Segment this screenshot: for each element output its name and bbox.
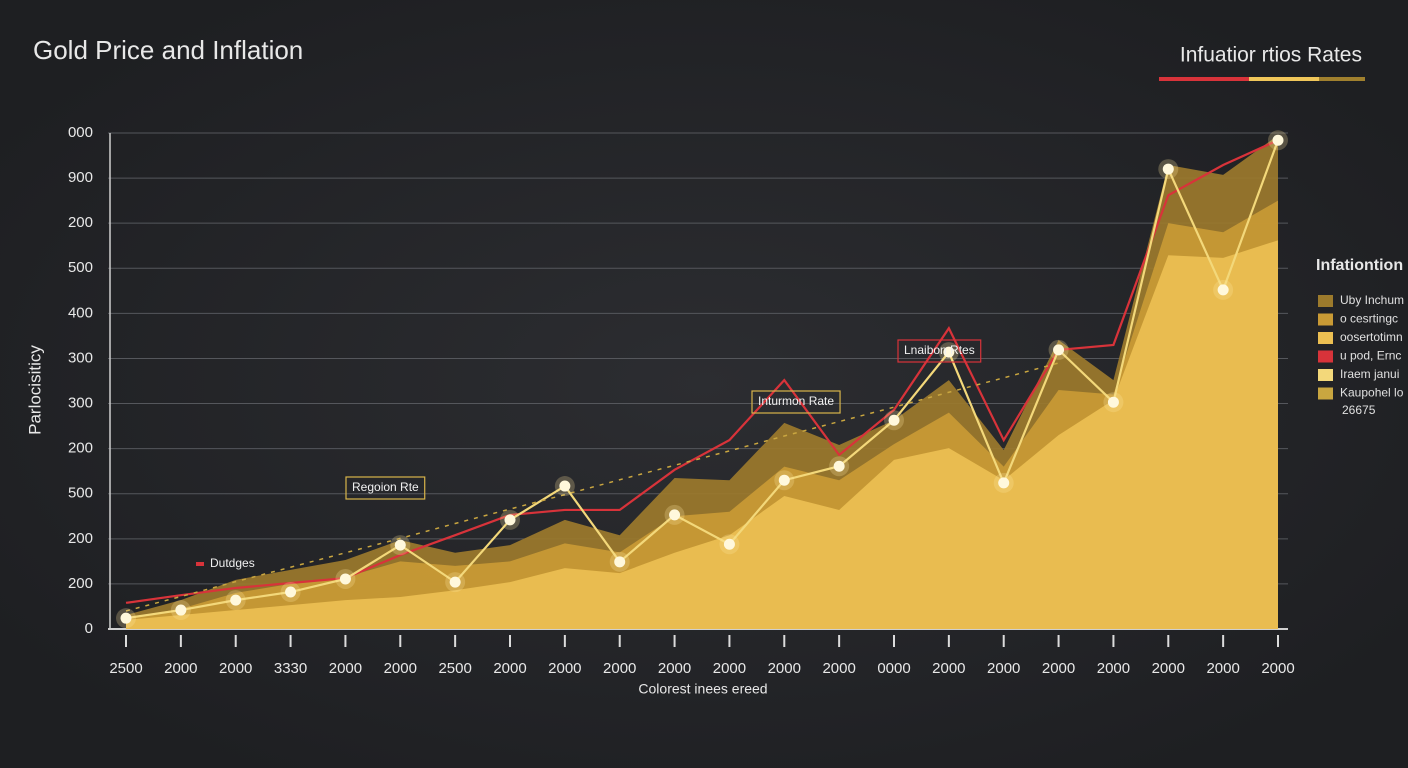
x-axis-label: Colorest inees ereed <box>638 681 767 697</box>
x-tick-label: 2000 <box>822 660 855 677</box>
marker <box>669 509 681 521</box>
line <box>125 139 1279 604</box>
legend-swatch <box>1318 387 1333 400</box>
legend-label: oosertotimn <box>1340 330 1403 344</box>
y-tick-label: 900 <box>68 169 93 186</box>
x-tick-label: 2000 <box>1097 660 1130 677</box>
x-tick-label: 2000 <box>1206 660 1239 677</box>
marker <box>1107 396 1119 408</box>
marker <box>394 539 406 551</box>
annotation-box <box>345 476 426 500</box>
legend-swatch <box>1318 369 1333 381</box>
annotation-swatch <box>196 562 204 566</box>
legend-label: Kaupohel lo <box>1340 386 1404 400</box>
annotation: Inturmon Rate <box>758 394 834 408</box>
marker <box>614 556 626 568</box>
marker <box>1053 344 1065 356</box>
annotation-box <box>897 339 982 363</box>
x-tick-label: 2000 <box>713 660 746 677</box>
marker <box>120 612 132 624</box>
y-tick-label: 400 <box>68 304 93 321</box>
x-tick-label: 2000 <box>658 660 691 677</box>
legend-label: Iraem janui <box>1340 367 1399 381</box>
x-tick-label: 2000 <box>932 660 965 677</box>
legend-note: 26675 <box>1342 403 1376 417</box>
marker <box>504 514 516 526</box>
y-tick-label: 500 <box>68 485 93 502</box>
x-tick-label: 2000 <box>384 660 417 677</box>
marker <box>888 414 900 426</box>
x-tick-label: 2000 <box>1261 660 1294 677</box>
x-tick-label: 2000 <box>987 660 1020 677</box>
line <box>125 139 1280 620</box>
legend-label: o cesrtingc <box>1340 312 1398 326</box>
legend-label: u pod, Ernc <box>1340 349 1401 363</box>
y-tick-label: 200 <box>68 530 93 547</box>
x-tick-label: 2000 <box>329 660 362 677</box>
subtitle-bar <box>1159 77 1249 81</box>
marker <box>1162 163 1174 175</box>
x-tick-label: 2000 <box>1152 660 1185 677</box>
area <box>126 240 1278 630</box>
annotation-box <box>751 390 841 414</box>
annotation: Dutdges <box>210 556 255 570</box>
marker <box>559 480 571 492</box>
subtitle: Infuatior rtios Rates <box>1180 44 1362 67</box>
x-tick-label: 2000 <box>768 660 801 677</box>
legend-swatch <box>1318 313 1333 326</box>
legend-label: Uby Inchum <box>1340 293 1404 307</box>
x-tick-label: 2000 <box>493 660 526 677</box>
legend-swatch <box>1318 350 1333 363</box>
x-tick-label: 2500 <box>109 660 142 677</box>
legend-swatch <box>1318 295 1333 307</box>
y-tick-label: 300 <box>68 349 93 366</box>
x-tick-label: 2000 <box>603 660 636 677</box>
marker <box>285 586 297 598</box>
marker <box>723 538 735 550</box>
line <box>125 362 1059 612</box>
legend-title: Infationtion <box>1316 257 1403 274</box>
y-tick-label: 0 <box>85 620 93 637</box>
marker <box>175 604 187 616</box>
x-tick-label: 3330 <box>274 660 307 677</box>
y-tick-label: 200 <box>68 575 93 592</box>
marker <box>230 594 242 606</box>
x-tick-label: 0000 <box>877 660 910 677</box>
x-tick-label: 2000 <box>548 660 581 677</box>
marker <box>998 477 1010 489</box>
x-tick-label: 2000 <box>164 660 197 677</box>
annotation: Regoion Rte <box>352 480 419 494</box>
legend-swatch <box>1318 332 1333 344</box>
x-tick-label: 2000 <box>1042 660 1075 677</box>
marker <box>1217 284 1229 296</box>
marker <box>778 474 790 486</box>
marker <box>339 573 351 585</box>
y-tick-label: 000 <box>68 124 93 141</box>
y-axis-label: Parlocisiticy <box>25 345 44 435</box>
y-tick-label: 200 <box>68 440 93 457</box>
chart-title: Gold Price and Inflation <box>33 35 303 65</box>
marker <box>943 346 955 358</box>
x-tick-label: 2000 <box>219 660 252 677</box>
marker <box>1272 134 1284 146</box>
annotation: Lnaibon Rtes <box>904 343 975 357</box>
subtitle-bar <box>1319 77 1365 81</box>
subtitle-bar <box>1249 77 1319 81</box>
marker <box>449 576 461 588</box>
marker <box>833 460 845 472</box>
x-tick-label: 2500 <box>438 660 471 677</box>
y-tick-label: 500 <box>68 259 93 276</box>
y-tick-label: 200 <box>68 214 93 231</box>
y-tick-label: 300 <box>68 395 93 412</box>
